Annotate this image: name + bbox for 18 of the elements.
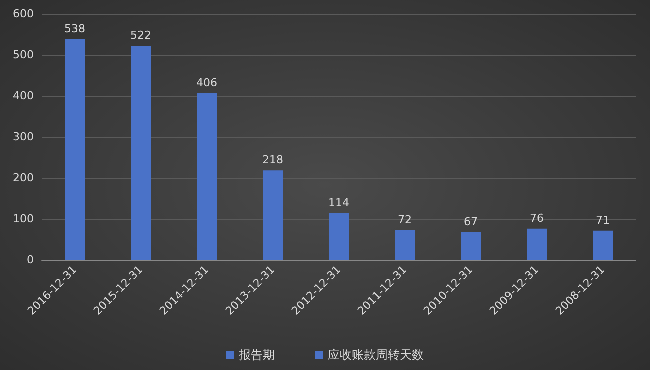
data-label: 218	[262, 154, 284, 167]
legend-label: 报告期	[238, 348, 275, 362]
y-tick-label: 0	[27, 254, 34, 266]
y-tick-label: 300	[13, 130, 34, 144]
y-tick-label: 100	[13, 212, 34, 226]
data-label: 522	[130, 28, 152, 42]
legend-label: 应收账款周转天数	[328, 348, 424, 362]
y-tick-label: 400	[13, 90, 34, 102]
data-label: 71	[596, 214, 610, 227]
data-label: 406	[196, 76, 218, 90]
data-label: 76	[530, 212, 544, 225]
y-tick-label: 200	[13, 172, 34, 184]
y-tick-label: 600	[13, 8, 34, 20]
data-label: 114	[328, 196, 350, 210]
data-label: 67	[464, 216, 478, 229]
y-tick-label: 500	[13, 48, 34, 62]
data-label: 538	[64, 22, 86, 36]
data-label: 72	[398, 213, 412, 226]
